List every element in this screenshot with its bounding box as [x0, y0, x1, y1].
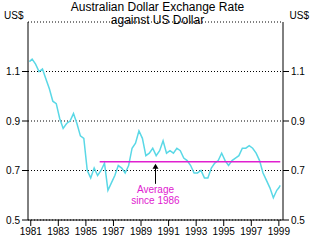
svg-text:0.5: 0.5	[291, 215, 305, 226]
html-text:Average since 1986: Average since 1986	[131, 183, 180, 206]
svg-text:0.9: 0.9	[8, 116, 20, 127]
svg-text:1999: 1999	[268, 226, 291, 237]
svg-text:1985: 1985	[75, 226, 98, 237]
svg-text:0.5: 0.5	[8, 215, 20, 226]
svg-text:1.1: 1.1	[8, 66, 20, 77]
html-text:US$: US$	[4, 10, 24, 21]
svg-text:0.7: 0.7	[291, 165, 305, 176]
html-text:US$: US$	[289, 10, 309, 21]
svg-text:1993: 1993	[185, 226, 208, 237]
svg-text:1991: 1991	[157, 226, 180, 237]
svg-text:0.9: 0.9	[291, 116, 305, 127]
svg-text:1983: 1983	[47, 226, 70, 237]
svg-text:0.7: 0.7	[8, 165, 20, 176]
svg-text:1987: 1987	[102, 226, 125, 237]
svg-text:1981: 1981	[20, 226, 43, 237]
svg-text:1995: 1995	[213, 226, 236, 237]
svg-text:1997: 1997	[240, 226, 263, 237]
svg-text:1989: 1989	[130, 226, 153, 237]
html-text:Australian Dollar Exchange Rat: Australian Dollar Exchange Rate against …	[70, 0, 245, 27]
svg-text:1.1: 1.1	[291, 66, 305, 77]
